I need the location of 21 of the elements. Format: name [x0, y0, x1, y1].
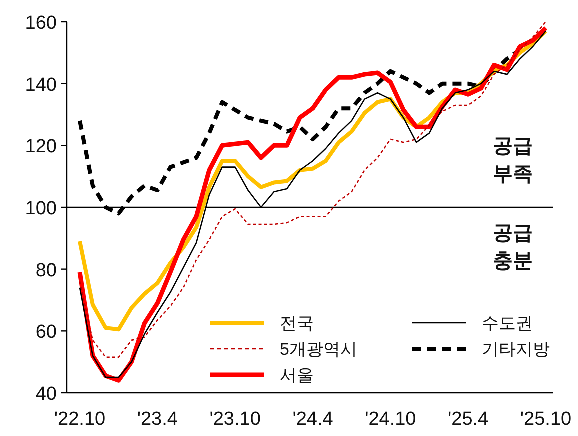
x-tick-label: '24.4 [292, 409, 334, 430]
x-tick-label: '23.4 [137, 409, 178, 430]
annotation: 공급 충분 [493, 222, 533, 272]
legend-label: 전국 [280, 314, 314, 333]
y-tick-label: 40 [36, 384, 57, 405]
y-tick-label: 160 [25, 13, 57, 34]
annotation: 공급 부족 [493, 136, 533, 186]
legend-label: 서울 [280, 366, 314, 385]
x-tick-label: '24.10 [365, 409, 416, 430]
x-tick-label: '22.10 [54, 409, 106, 430]
y-tick-label: 60 [36, 322, 57, 344]
x-tick-label: '25.10 [520, 409, 572, 430]
legend-label: 기타지방 [482, 340, 550, 359]
legend-label: 수도권 [482, 314, 533, 333]
y-tick-label: 120 [25, 136, 57, 158]
y-tick-label: 140 [25, 74, 57, 96]
x-tick-label: '25.4 [448, 409, 490, 430]
y-tick-label: 100 [25, 198, 57, 220]
y-tick-label: 80 [36, 260, 57, 282]
legend-label: 5개광역시 [280, 340, 358, 359]
x-tick-label: '23.10 [210, 409, 261, 430]
